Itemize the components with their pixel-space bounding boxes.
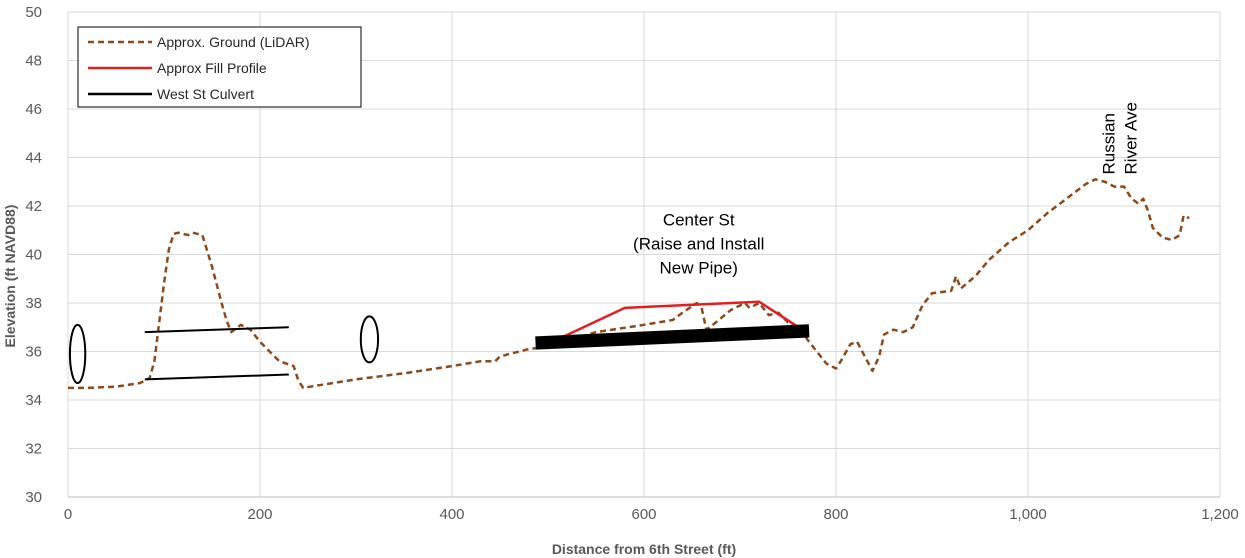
x-tick-label: 800	[823, 506, 848, 523]
x-tick-label: 600	[631, 506, 656, 523]
annotations: Center St (Raise and Install New Pipe) Russ…	[633, 102, 1140, 277]
y-tick-label: 44	[25, 150, 42, 167]
legend: Approx. Ground (LiDAR) Approx Fill Profi…	[77, 26, 362, 108]
y-tick-label: 40	[25, 247, 42, 264]
y-tick-label: 34	[25, 392, 42, 409]
x-tick-label: 1,000	[1009, 506, 1047, 523]
y-tick-label: 50	[25, 4, 42, 21]
y-tick-label: 36	[25, 344, 42, 361]
y-tick-label: 32	[25, 441, 42, 458]
annotation-russian-river-ave: Russian River Ave	[1099, 102, 1140, 174]
y-tick-label: 46	[25, 101, 42, 118]
y-tick-label: 30	[25, 489, 42, 506]
x-axis-title: Distance from 6th Street (ft)	[552, 541, 736, 557]
series-line	[557, 300, 804, 341]
y-tick-label: 42	[25, 198, 42, 215]
plot-area	[68, 178, 1190, 390]
x-tick-label: 200	[247, 506, 272, 523]
x-tick-label: 400	[439, 506, 464, 523]
y-tick-label: 38	[25, 295, 42, 312]
x-tick-labels: 0 200 400 600 800 1,000 1,200	[64, 506, 1239, 523]
y-tick-labels: 30 32 34 36 38 40 42 44 46 48 50	[25, 4, 42, 506]
culvert-line	[144, 373, 289, 381]
series-line	[68, 178, 1190, 390]
culvert-ellipse	[68, 323, 87, 385]
grid-lines	[67, 11, 1221, 498]
legend-label-culvert: West St Culvert	[157, 86, 254, 102]
y-axis-title: Elevation (ft NAVD88)	[2, 205, 18, 348]
legend-label-fill: Approx Fill Profile	[157, 60, 267, 76]
legend-label-ground: Approx. Ground (LiDAR)	[157, 34, 310, 50]
x-tick-label: 0	[64, 506, 72, 523]
y-tick-label: 48	[25, 53, 42, 70]
culvert-ellipse	[359, 315, 380, 364]
x-tick-label: 1,200	[1201, 506, 1239, 523]
annotation-center-st: Center St (Raise and Install New Pipe)	[633, 210, 764, 277]
culvert-line	[144, 326, 289, 334]
new-pipe-bar	[535, 324, 810, 350]
